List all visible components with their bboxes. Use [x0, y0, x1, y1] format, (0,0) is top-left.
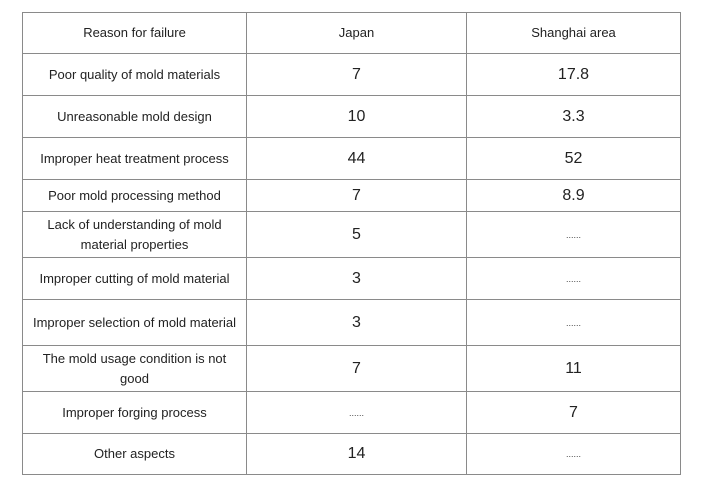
reason-cell: Poor quality of mold materials — [22, 53, 247, 96]
header-shanghai: Shanghai area — [466, 12, 681, 54]
japan-cell: 44 — [246, 137, 467, 180]
shanghai-cell: 3.3 — [466, 95, 681, 138]
reason-cell: Improper selection of mold material — [22, 299, 247, 346]
header-reason: Reason for failure — [22, 12, 247, 54]
table-row: Improper selection of mold material 3 ..… — [22, 299, 681, 346]
table-row: Lack of understanding of mold material p… — [22, 211, 681, 258]
reason-cell: Lack of understanding of mold material p… — [22, 211, 247, 258]
table-row: Improper forging process ...... 7 — [22, 391, 681, 434]
table-row: The mold usage condition is not good 7 1… — [22, 345, 681, 392]
reason-cell: Poor mold processing method — [22, 179, 247, 212]
reason-cell: Improper heat treatment process — [22, 137, 247, 180]
table-row: Improper heat treatment process 44 52 — [22, 137, 681, 180]
table-row: Other aspects 14 ...... — [22, 433, 681, 475]
table-row: Improper cutting of mold material 3 ....… — [22, 257, 681, 300]
shanghai-cell: 11 — [466, 345, 681, 392]
reason-cell: Other aspects — [22, 433, 247, 475]
japan-cell: 3 — [246, 257, 467, 300]
reason-cell: Unreasonable mold design — [22, 95, 247, 138]
reason-cell: Improper forging process — [22, 391, 247, 434]
table-row: Poor quality of mold materials 7 17.8 — [22, 53, 681, 96]
japan-cell: 14 — [246, 433, 467, 475]
table-row: Unreasonable mold design 10 3.3 — [22, 95, 681, 138]
japan-cell: 7 — [246, 179, 467, 212]
japan-cell: 10 — [246, 95, 467, 138]
shanghai-cell: 8.9 — [466, 179, 681, 212]
japan-cell: 7 — [246, 345, 467, 392]
shanghai-cell: 52 — [466, 137, 681, 180]
shanghai-cell: ...... — [466, 211, 681, 258]
shanghai-cell: ...... — [466, 299, 681, 346]
japan-cell: 5 — [246, 211, 467, 258]
header-japan: Japan — [246, 12, 467, 54]
reason-cell: The mold usage condition is not good — [22, 345, 247, 392]
failure-reasons-table: Reason for failure Japan Shanghai area P… — [22, 12, 681, 475]
shanghai-cell: ...... — [466, 433, 681, 475]
shanghai-cell: 17.8 — [466, 53, 681, 96]
shanghai-cell: 7 — [466, 391, 681, 434]
table-header-row: Reason for failure Japan Shanghai area — [22, 12, 681, 54]
shanghai-cell: ...... — [466, 257, 681, 300]
japan-cell: 3 — [246, 299, 467, 346]
japan-cell: 7 — [246, 53, 467, 96]
table-row: Poor mold processing method 7 8.9 — [22, 179, 681, 212]
japan-cell: ...... — [246, 391, 467, 434]
reason-cell: Improper cutting of mold material — [22, 257, 247, 300]
